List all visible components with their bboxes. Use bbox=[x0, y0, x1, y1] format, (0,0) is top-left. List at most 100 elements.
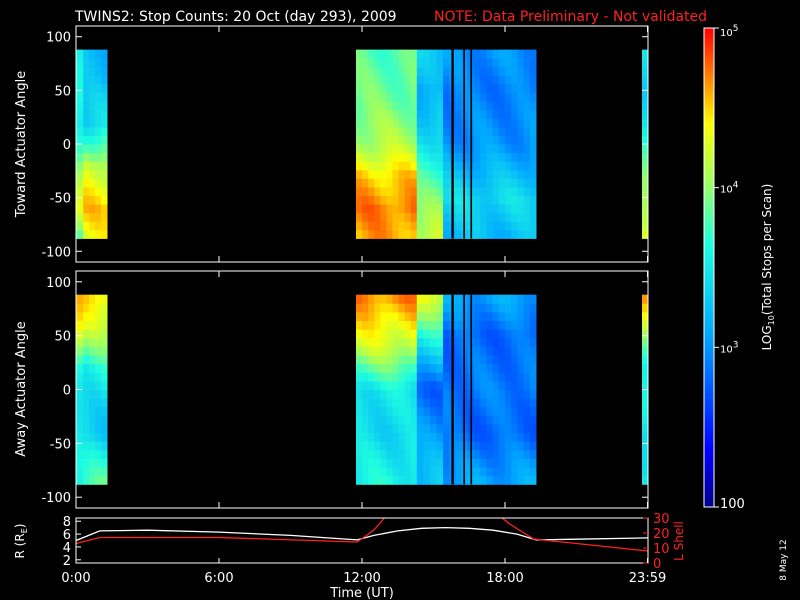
away-heatmap-cell bbox=[76, 432, 84, 442]
toward-heatmap-cell bbox=[356, 92, 363, 102]
toward-heatmap-cell bbox=[356, 49, 363, 59]
toward-heatmap-cell bbox=[486, 92, 494, 102]
away-heatmap-cell bbox=[492, 303, 500, 313]
toward-heatmap-cell bbox=[505, 178, 512, 188]
toward-heatmap-cell bbox=[474, 221, 481, 231]
away-heatmap-cell bbox=[480, 337, 487, 347]
toward-heatmap-cell bbox=[474, 204, 481, 214]
away-heatmap-cell bbox=[362, 346, 369, 356]
toward-heatmap-cell bbox=[356, 118, 363, 128]
toward-heatmap-cell bbox=[511, 58, 518, 68]
away-heatmap-cell bbox=[95, 311, 102, 321]
toward-heatmap-cell bbox=[368, 204, 375, 214]
away-heatmap-cell bbox=[392, 449, 400, 459]
away-heatmap-cell bbox=[76, 424, 84, 434]
away-heatmap-cell bbox=[498, 320, 506, 330]
toward-heatmap-cell bbox=[642, 101, 648, 111]
toward-heatmap-cell bbox=[474, 75, 481, 85]
toward-heatmap-cell bbox=[392, 186, 400, 196]
away-heatmap-cell bbox=[89, 363, 96, 373]
away-heatmap-cell bbox=[523, 475, 531, 485]
away-heatmap-cell bbox=[89, 432, 96, 442]
toward-heatmap-cell bbox=[511, 144, 518, 154]
toward-heatmap-cell bbox=[436, 75, 444, 85]
toward-heatmap-cell bbox=[374, 83, 381, 93]
toward-heatmap-cell bbox=[404, 229, 412, 239]
toward-heatmap-cell bbox=[492, 92, 500, 102]
toward-heatmap-cell bbox=[486, 58, 494, 68]
away-heatmap-cell bbox=[480, 380, 487, 390]
away-heatmap-cell bbox=[498, 475, 506, 485]
toward-heatmap-cell bbox=[374, 169, 381, 179]
toward-heatmap-cell bbox=[410, 178, 418, 188]
away-heatmap-cell bbox=[380, 363, 387, 373]
away-heatmap-cell bbox=[386, 467, 393, 477]
toward-heatmap-cell bbox=[455, 221, 463, 231]
toward-heatmap-cell bbox=[511, 204, 518, 214]
away-heatmap-cell bbox=[398, 458, 406, 468]
away-heatmap-cell bbox=[474, 380, 481, 390]
away-heatmap-cell bbox=[642, 406, 648, 416]
away-heatmap-cell bbox=[380, 329, 387, 339]
away-heatmap-cell bbox=[642, 415, 648, 425]
away-heatmap-cell bbox=[386, 398, 393, 408]
toward-heatmap-cell bbox=[386, 49, 393, 59]
toward-heatmap-cell bbox=[443, 66, 450, 76]
toward-heatmap-cell bbox=[505, 152, 512, 162]
toward-heatmap-cell bbox=[455, 204, 463, 214]
away-heatmap-cell bbox=[404, 346, 412, 356]
toward-heatmap-cell bbox=[89, 75, 96, 85]
toward-heatmap-cell bbox=[76, 212, 84, 222]
toward-heatmap-cell bbox=[410, 195, 418, 205]
toward-heatmap-cell bbox=[429, 109, 437, 119]
away-heatmap-cell bbox=[642, 311, 648, 321]
away-heatmap-cell bbox=[505, 467, 512, 477]
toward-heatmap-cell bbox=[511, 186, 518, 196]
away-heatmap-cell bbox=[423, 337, 431, 347]
away-ytick-label: 100 bbox=[46, 276, 71, 291]
toward-heatmap-cell bbox=[362, 169, 369, 179]
toward-heatmap-cell bbox=[498, 75, 506, 85]
toward-heatmap-cell bbox=[455, 212, 463, 222]
away-heatmap-cell bbox=[642, 424, 648, 434]
toward-heatmap-cell bbox=[416, 101, 424, 111]
away-heatmap-cell bbox=[83, 294, 90, 304]
away-heatmap-cell bbox=[368, 458, 375, 468]
toward-heatmap-cell bbox=[83, 118, 90, 128]
toward-heatmap-cell bbox=[368, 169, 375, 179]
toward-heatmap-cell bbox=[386, 212, 393, 222]
away-heatmap-cell bbox=[89, 320, 96, 330]
away-heatmap-cell bbox=[362, 337, 369, 347]
toward-heatmap-cell bbox=[523, 92, 531, 102]
away-heatmap-cell bbox=[374, 311, 381, 321]
toward-heatmap-cell bbox=[443, 135, 450, 145]
away-heatmap-cell bbox=[374, 432, 381, 442]
away-heatmap-cell bbox=[416, 467, 424, 477]
away-heatmap-cell bbox=[380, 311, 387, 321]
away-heatmap-cell bbox=[368, 372, 375, 382]
away-heatmap-cell bbox=[374, 346, 381, 356]
away-heatmap-cell bbox=[101, 415, 108, 425]
toward-heatmap-cell bbox=[505, 229, 512, 239]
away-heatmap-cell bbox=[480, 432, 487, 442]
toward-heatmap-cell bbox=[89, 144, 96, 154]
away-heatmap-cell bbox=[101, 424, 108, 434]
away-heatmap-cell bbox=[83, 311, 90, 321]
away-heatmap-cell bbox=[392, 355, 400, 365]
toward-heatmap-cell bbox=[474, 66, 481, 76]
away-heatmap-cell bbox=[517, 294, 525, 304]
toward-heatmap-cell bbox=[480, 101, 487, 111]
toward-heatmap-cell bbox=[423, 66, 431, 76]
away-heatmap-cell bbox=[392, 406, 400, 416]
away-heatmap-cell bbox=[455, 380, 463, 390]
toward-heatmap-cell bbox=[392, 83, 400, 93]
away-heatmap-cell bbox=[523, 337, 531, 347]
away-heatmap-cell bbox=[455, 398, 463, 408]
away-heatmap-cell bbox=[443, 363, 450, 373]
toward-heatmap-cell bbox=[642, 152, 648, 162]
toward-heatmap-cell bbox=[386, 58, 393, 68]
away-heatmap-cell bbox=[480, 372, 487, 382]
away-heatmap-cell bbox=[474, 449, 481, 459]
away-heatmap-cell bbox=[95, 449, 102, 459]
away-heatmap-cell bbox=[505, 294, 512, 304]
